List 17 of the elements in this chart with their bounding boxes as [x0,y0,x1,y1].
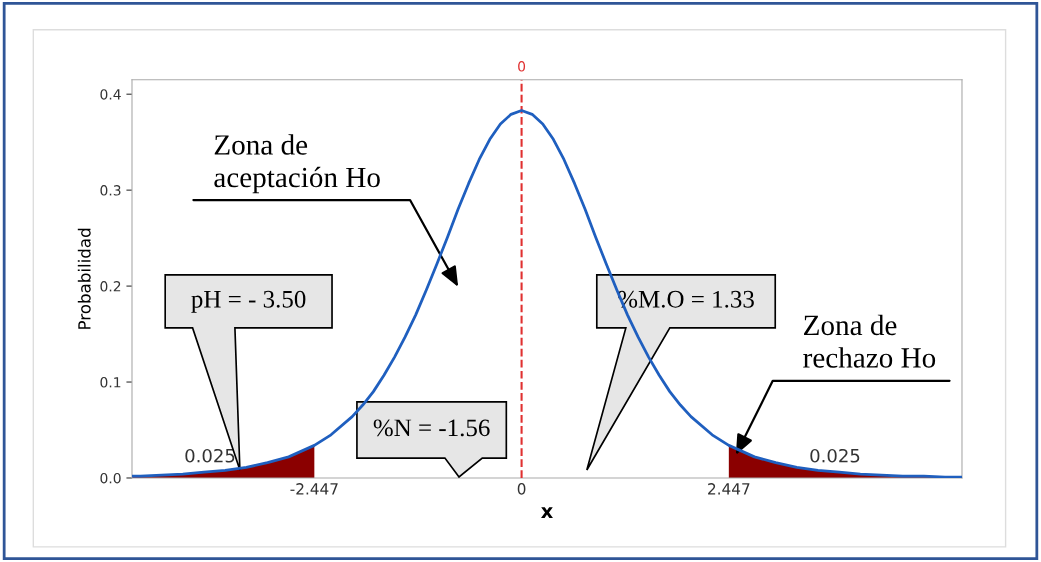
x-tick-label: 2.447 [708,483,750,495]
annotation: 0.025 [810,448,860,463]
annotation: pH = - 3.50 [191,290,306,313]
x-tick-label: 0 [517,483,526,495]
y-tick-label: 0.2 [100,281,121,292]
y-tick-label: 0.1 [100,377,121,388]
x-tick-label: -2.447 [290,483,338,495]
annotation: Zona de rechazo Ho [803,314,936,368]
x-axis-title: x [541,507,553,518]
y-axis-title: Probabilidad [77,228,91,329]
annotation: Zona de aceptación Ho [214,134,380,194]
y-tick-label: 0.3 [100,185,121,196]
y-tick-label: 0.0 [100,472,121,484]
y-tick-label: 0.4 [100,89,121,100]
ref-line-label: 0 [518,61,526,72]
annotation: 0.025 [185,448,235,463]
annotation: %N = -1.56 [373,419,490,437]
